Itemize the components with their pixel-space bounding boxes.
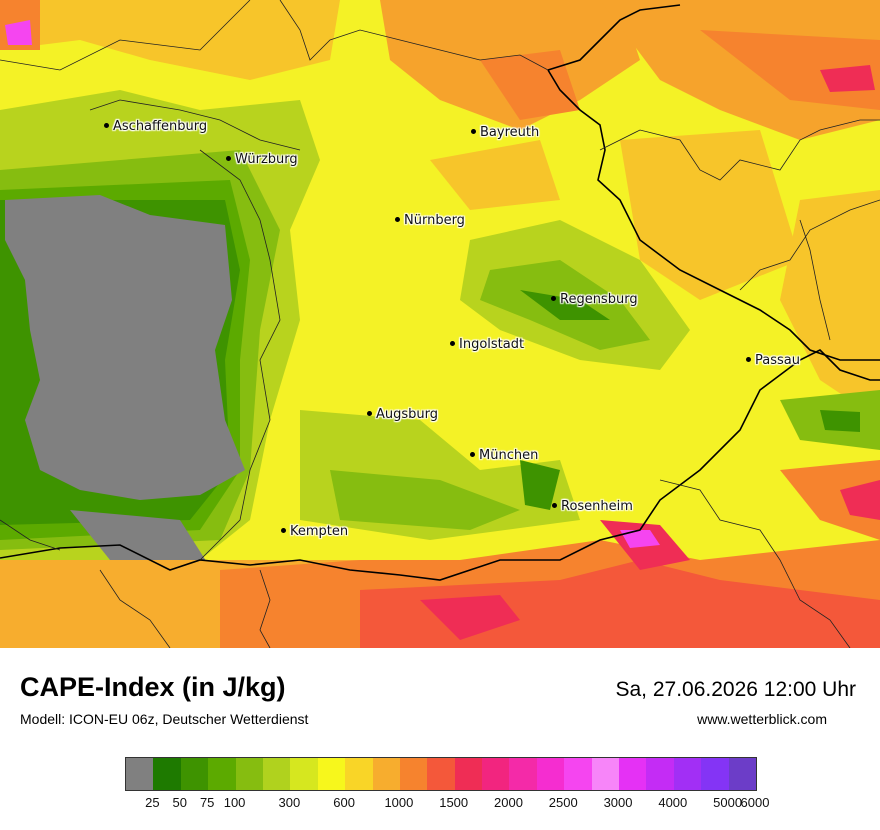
city-marker-icon [551, 296, 556, 301]
city-label: Passau [746, 353, 800, 368]
city-marker-icon [226, 156, 231, 161]
legend-swatch [728, 758, 756, 790]
legend-swatch [235, 758, 263, 790]
legend-tick-label: 100 [223, 795, 246, 810]
legend-swatch [427, 758, 455, 790]
legend-swatch [509, 758, 537, 790]
city-marker-icon [746, 357, 751, 362]
city-label: Nürnberg [395, 213, 465, 228]
city-label: Bayreuth [471, 125, 539, 140]
city-label: Aschaffenburg [104, 119, 207, 134]
legend-tick-label: 50 [172, 795, 188, 810]
legend-swatch [454, 758, 483, 790]
legend-tick-label: 6000 [740, 795, 770, 810]
legend-swatch [399, 758, 428, 790]
city-marker-icon [470, 452, 475, 457]
legend-tick-label: 1500 [439, 795, 469, 810]
legend-swatch [317, 758, 346, 790]
city-marker-icon [471, 129, 476, 134]
color-legend [125, 757, 757, 791]
legend-swatch [126, 758, 154, 790]
legend-ticks: 25 50 75 100 300 600 1000 1500 2000 2500 3000 4000 5… [125, 795, 769, 815]
legend-tick-label: 2000 [494, 795, 523, 810]
legend-swatch [262, 758, 291, 790]
footer: CAPE-Index (in J/kg) Modell: ICON-EU 06z… [0, 648, 880, 830]
legend-swatch [153, 758, 181, 790]
cape-map: Aschaffenburg Würzburg Bayreuth Nürnberg… [0, 0, 880, 648]
city-label: Kempten [281, 524, 348, 539]
legend-swatch [536, 758, 565, 790]
map-title: CAPE-Index (in J/kg) [20, 672, 286, 702]
city-marker-icon [367, 411, 372, 416]
legend-swatch [345, 758, 373, 790]
legend-tick-label: 1000 [384, 795, 414, 810]
city-marker-icon [281, 528, 286, 533]
city-label: Augsburg [367, 407, 438, 422]
legend-tick-label: 75 [199, 795, 215, 810]
legend-tick-label: 4000 [658, 795, 688, 810]
city-marker-icon [552, 503, 557, 508]
legend-swatch [701, 758, 729, 790]
legend-swatch [208, 758, 236, 790]
city-label: München [470, 448, 538, 463]
legend-tick-label: 600 [333, 795, 355, 810]
legend-tick-label: 25 [145, 795, 160, 810]
legend-swatch [180, 758, 209, 790]
city-marker-icon [104, 123, 109, 128]
legend-tick-label: 2500 [548, 795, 578, 810]
legend-tick-label: 5000 [713, 795, 743, 810]
model-subtitle: Modell: ICON-EU 06z, Deutscher Wetterdie… [20, 711, 309, 727]
legend-swatch [673, 758, 702, 790]
legend-swatch [619, 758, 647, 790]
city-label: Rosenheim [552, 499, 633, 514]
legend-swatch [564, 758, 592, 790]
city-label: Ingolstadt [450, 337, 524, 352]
cape-field [0, 0, 880, 648]
city-label: Regensburg [551, 292, 638, 307]
legend-swatch [290, 758, 318, 790]
city-label: Würzburg [226, 152, 298, 167]
legend-swatch [591, 758, 620, 790]
legend-tick-label: 300 [278, 795, 301, 810]
city-marker-icon [450, 341, 455, 346]
source-link[interactable]: www.wetterblick.com [697, 711, 827, 727]
valid-datetime: Sa, 27.06.2026 12:00 Uhr [615, 678, 856, 701]
legend-swatch [646, 758, 674, 790]
legend-swatch [482, 758, 510, 790]
legend-tick-label: 3000 [603, 795, 633, 810]
city-marker-icon [395, 217, 400, 222]
legend-swatch [372, 758, 400, 790]
